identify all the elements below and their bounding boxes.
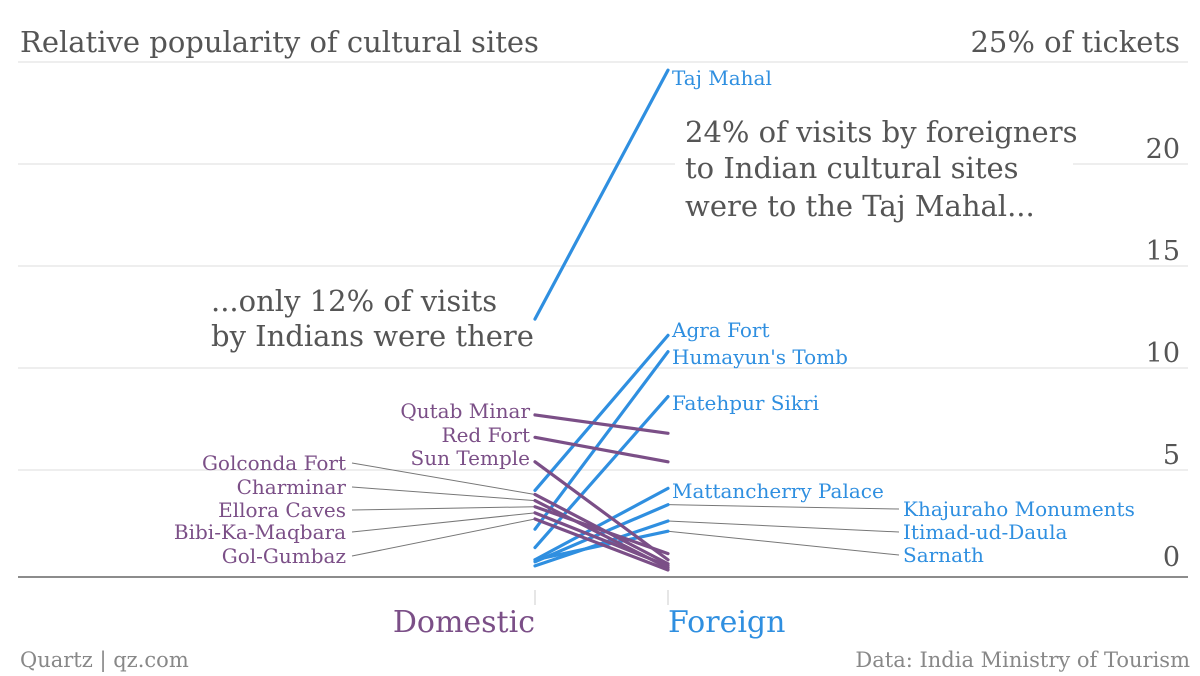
y-tick-label-10: 10 — [1146, 338, 1180, 369]
footer-source-right: Data: India Ministry of Tourism — [855, 648, 1190, 672]
series-label-golconda-fort: Golconda Fort — [202, 451, 346, 475]
leader-line-khajuraho-monuments — [667, 504, 900, 510]
x-label-domestic: Domestic — [393, 605, 535, 640]
domestic-annotation-line-1: ...only 12% of visits — [211, 284, 497, 318]
series-line-bibi-ka-maqbara — [533, 511, 670, 568]
series-label-itimad-ud-daula: Itimad-ud-Daula — [903, 520, 1067, 544]
series-label-red-fort: Red Fort — [442, 423, 530, 447]
foreign-annotation-line-1: 24% of visits by foreigners — [685, 115, 1077, 149]
series-line-sun-temple — [533, 460, 670, 562]
chart-title: Relative popularity of cultural sites — [20, 25, 539, 59]
series-labels: Taj Mahal Agra Fort Humayun's Tomb Fatehpur… — [174, 66, 1135, 568]
series-label-ellora-caves: Ellora Caves — [218, 498, 346, 522]
foreign-annotation-bg — [675, 108, 1073, 233]
footer-source-left: Quartz | qz.com — [20, 648, 189, 673]
series-line-gol-gumbaz — [533, 517, 670, 572]
series-label-taj-mahal: Taj Mahal — [672, 66, 772, 90]
series-label-mattancherry-palace: Mattancherry Palace — [672, 479, 884, 503]
unit-label: 25% of tickets — [970, 25, 1180, 59]
series-line-humayun-s-tomb — [533, 350, 670, 531]
series-label-bibi-ka-maqbara: Bibi-Ka-Maqbara — [174, 520, 346, 544]
leader-line-golconda-fort — [351, 462, 536, 495]
series-label-sarnath: Sarnath — [903, 543, 984, 567]
domestic-annotation-line-2: by Indians were there — [211, 319, 534, 353]
leader-line-sarnath — [667, 530, 900, 556]
series-label-gol-gumbaz: Gol-Gumbaz — [222, 544, 346, 568]
series-label-fatehpur-sikri: Fatehpur Sikri — [672, 391, 819, 415]
y-tick-label-15: 15 — [1146, 236, 1180, 267]
y-tick-label-0: 0 — [1163, 542, 1180, 573]
leader-line-bibi-ka-maqbara — [351, 512, 536, 533]
foreign-annotation-line-3: were to the Taj Mahal... — [685, 189, 1035, 223]
foreign-annotation-line-2: to Indian cultural sites — [685, 151, 1019, 185]
x-label-foreign: Foreign — [668, 605, 785, 640]
series-line-mattancherry-palace — [533, 486, 670, 562]
series-line-taj-mahal — [533, 68, 670, 321]
y-tick-label-20: 20 — [1146, 134, 1180, 165]
leader-line-charminar — [351, 486, 536, 502]
y-tick-label-5: 5 — [1163, 440, 1180, 471]
series-label-sun-temple: Sun Temple — [411, 446, 530, 470]
series-label-humayun-s-tomb: Humayun's Tomb — [672, 345, 848, 369]
y-tick-labels: 0 5 10 15 20 — [1146, 134, 1180, 573]
leader-line-ellora-caves — [351, 506, 536, 511]
series-label-khajuraho-monuments: Khajuraho Monuments — [903, 497, 1135, 521]
series-line-qutab-minar — [533, 413, 670, 435]
series-label-qutab-minar: Qutab Minar — [400, 399, 530, 423]
label-leader-lines — [351, 462, 900, 557]
series-line-agra-fort — [533, 333, 670, 492]
domestic-annotation-bg — [203, 280, 525, 358]
series-lines — [533, 68, 670, 572]
series-label-charminar: Charminar — [237, 475, 347, 499]
series-label-agra-fort: Agra Fort — [671, 318, 770, 342]
leader-line-itimad-ud-daula — [667, 520, 900, 533]
leader-line-gol-gumbaz — [351, 518, 536, 557]
series-line-red-fort — [533, 435, 670, 464]
series-line-ellora-caves — [533, 505, 670, 556]
